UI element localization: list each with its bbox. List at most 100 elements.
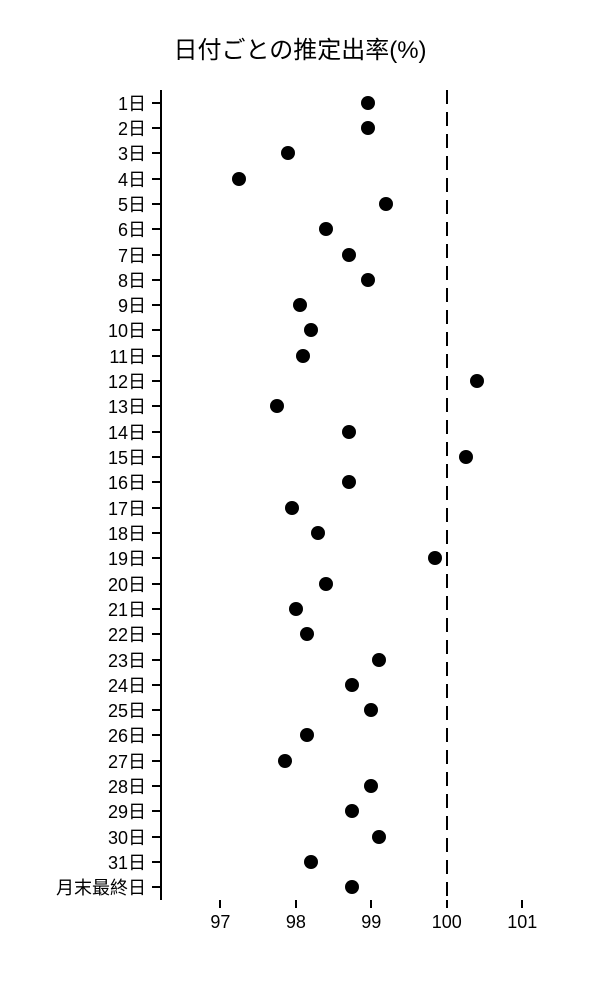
reference-dash [446, 134, 448, 148]
data-point [319, 577, 333, 591]
data-point [342, 248, 356, 262]
x-tick [446, 900, 448, 908]
data-point [270, 399, 284, 413]
x-tick [370, 900, 372, 908]
y-axis-label: 12日 [108, 368, 146, 394]
data-point [304, 323, 318, 337]
reference-dash [446, 816, 448, 830]
reference-dash [446, 618, 448, 632]
y-axis-label: 16日 [108, 469, 146, 495]
y-tick [152, 861, 160, 863]
reference-dash [446, 750, 448, 764]
reference-dash [446, 266, 448, 280]
y-axis-label: 11日 [109, 343, 146, 369]
y-axis-label: 26日 [108, 722, 146, 748]
data-point [361, 273, 375, 287]
data-point [428, 551, 442, 565]
x-axis-label: 97 [210, 912, 230, 933]
reference-dash [446, 860, 448, 874]
y-axis-label: 10日 [108, 317, 146, 343]
y-axis-label: 5日 [118, 191, 146, 217]
reference-dash [446, 684, 448, 698]
y-axis-label: 13日 [108, 393, 146, 419]
y-tick [152, 228, 160, 230]
y-axis-label: 月末最終日 [56, 874, 146, 900]
y-axis-label: 25日 [108, 697, 146, 723]
y-tick [152, 456, 160, 458]
y-axis-label: 24日 [108, 672, 146, 698]
y-tick [152, 633, 160, 635]
reference-dash [446, 838, 448, 852]
reference-dash [446, 882, 448, 896]
reference-dash [446, 530, 448, 544]
reference-dash [446, 288, 448, 302]
data-point [342, 425, 356, 439]
data-point [364, 703, 378, 717]
data-point [364, 779, 378, 793]
x-axis-label: 98 [286, 912, 306, 933]
data-point [345, 880, 359, 894]
reference-dash [446, 596, 448, 610]
data-point [300, 728, 314, 742]
data-point [281, 146, 295, 160]
y-axis-label: 22日 [108, 621, 146, 647]
y-axis-label: 17日 [108, 495, 146, 521]
y-tick [152, 734, 160, 736]
x-axis-label: 101 [507, 912, 537, 933]
y-tick [152, 532, 160, 534]
reference-dash [446, 486, 448, 500]
x-tick [219, 900, 221, 908]
y-tick [152, 405, 160, 407]
data-point [379, 197, 393, 211]
y-tick [152, 304, 160, 306]
y-tick [152, 254, 160, 256]
y-tick [152, 709, 160, 711]
data-point [345, 678, 359, 692]
y-axis-label: 23日 [108, 647, 146, 673]
y-tick [152, 684, 160, 686]
y-axis-label: 6日 [118, 216, 146, 242]
reference-dash [446, 508, 448, 522]
reference-line [446, 90, 448, 900]
y-axis-label: 18日 [108, 520, 146, 546]
reference-dash [446, 178, 448, 192]
y-tick [152, 583, 160, 585]
y-tick [152, 836, 160, 838]
reference-dash [446, 354, 448, 368]
reference-dash [446, 310, 448, 324]
y-tick [152, 785, 160, 787]
reference-dash [446, 728, 448, 742]
y-tick [152, 355, 160, 357]
reference-dash [446, 156, 448, 170]
y-axis-label: 21日 [108, 596, 146, 622]
y-axis-label: 1日 [118, 90, 146, 116]
y-axis-label: 9日 [118, 292, 146, 318]
data-point [293, 298, 307, 312]
y-tick [152, 507, 160, 509]
reference-dash [446, 772, 448, 786]
reference-dash [446, 662, 448, 676]
y-axis-label: 30日 [108, 824, 146, 850]
y-tick [152, 659, 160, 661]
x-tick [295, 900, 297, 908]
y-tick [152, 760, 160, 762]
y-tick [152, 481, 160, 483]
y-axis-label: 4日 [118, 166, 146, 192]
y-tick [152, 102, 160, 104]
chart-title: 日付ごとの推定出率(%) [0, 30, 600, 65]
y-axis-label: 14日 [108, 419, 146, 445]
reference-dash [446, 706, 448, 720]
y-axis-label: 15日 [108, 444, 146, 470]
y-axis-label: 7日 [118, 242, 146, 268]
reference-dash [446, 464, 448, 478]
data-point [304, 855, 318, 869]
reference-dash [446, 112, 448, 126]
reference-dash [446, 90, 448, 104]
data-point [319, 222, 333, 236]
y-tick [152, 810, 160, 812]
data-point [311, 526, 325, 540]
y-axis-line [160, 90, 162, 900]
y-tick [152, 203, 160, 205]
reference-dash [446, 376, 448, 390]
reference-dash [446, 442, 448, 456]
